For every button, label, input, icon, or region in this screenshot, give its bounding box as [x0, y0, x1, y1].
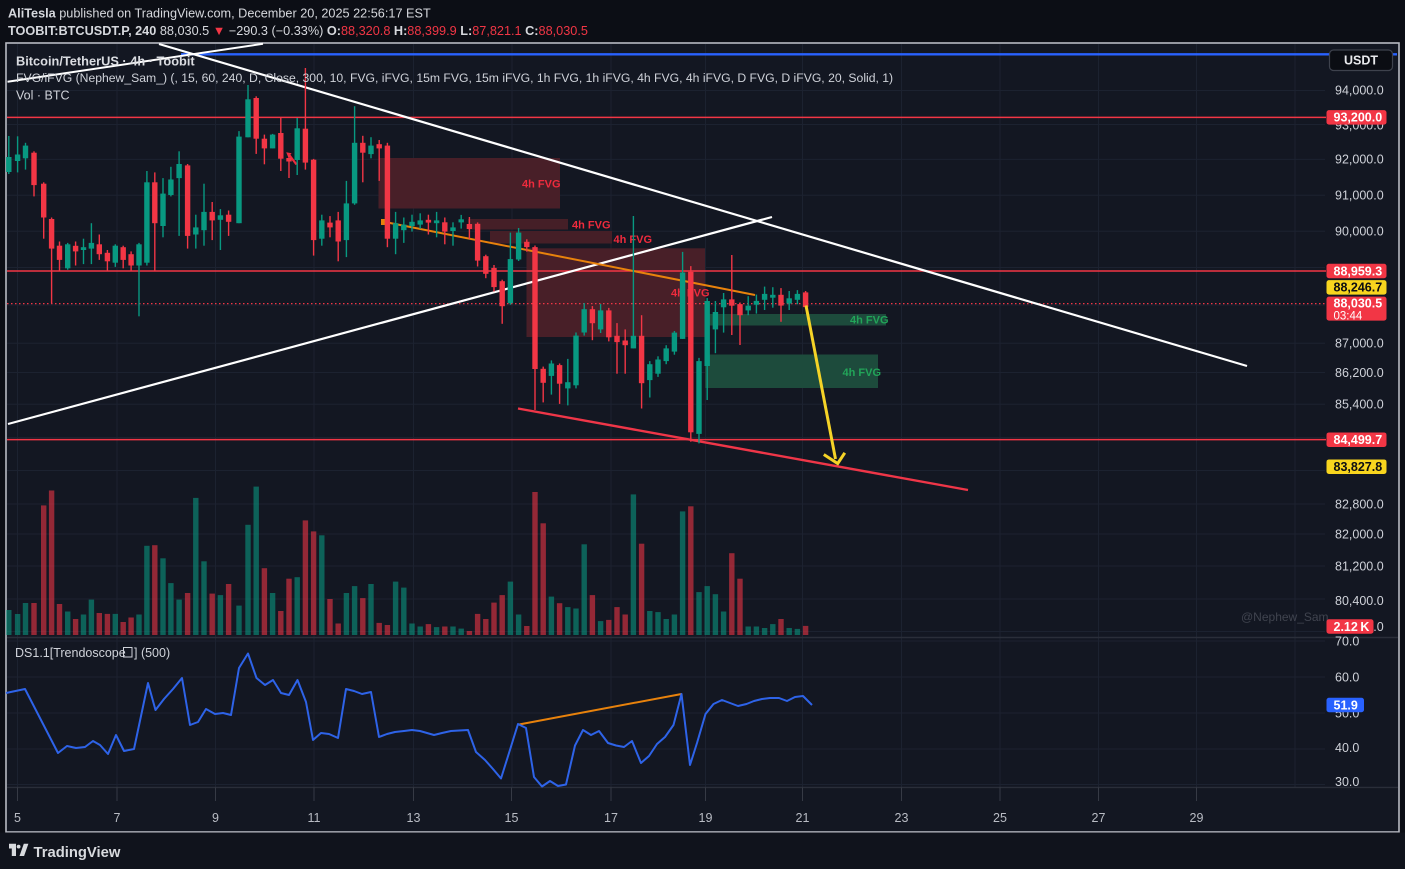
svg-text:4h FVG: 4h FVG — [572, 219, 611, 231]
svg-text:90,000.0: 90,000.0 — [1335, 225, 1384, 239]
svg-text:9: 9 — [212, 811, 219, 825]
svg-text:TradingView: TradingView — [34, 845, 121, 861]
svg-text:93,200.0: 93,200.0 — [1334, 111, 1383, 125]
svg-text:USDT: USDT — [1344, 54, 1378, 68]
svg-text:25: 25 — [993, 811, 1007, 825]
svg-text:88,246.7: 88,246.7 — [1334, 281, 1383, 295]
svg-text:92,000.0: 92,000.0 — [1335, 153, 1384, 167]
svg-text:60.0: 60.0 — [1335, 670, 1359, 684]
svg-text:80,400.0: 80,400.0 — [1335, 594, 1384, 608]
svg-text:FVG/iFVG (Nephew_Sam_) (, 15,: FVG/iFVG (Nephew_Sam_) (, 15, 60, 240, D… — [16, 71, 893, 85]
svg-text:2.12 K: 2.12 K — [1334, 620, 1370, 634]
svg-text:TOOBIT:BTCUSDT.P, 240 88,030.: TOOBIT:BTCUSDT.P, 240 88,030.5 ▼ −290.3 … — [8, 24, 588, 38]
svg-text:4h FVG: 4h FVG — [522, 179, 561, 191]
svg-text:AliTesla published on TradingV: AliTesla published on TradingView.com, D… — [8, 7, 431, 21]
svg-text:84,499.7: 84,499.7 — [1334, 433, 1383, 447]
svg-text:] (500): ] (500) — [134, 646, 170, 660]
svg-text:83,827.8: 83,827.8 — [1334, 460, 1383, 474]
svg-text:91,000.0: 91,000.0 — [1335, 189, 1384, 203]
svg-text:@Nephew_Sam_: @Nephew_Sam_ — [1241, 610, 1336, 624]
svg-text:88,030.5: 88,030.5 — [1334, 297, 1383, 311]
svg-text:17: 17 — [604, 811, 618, 825]
svg-text:40.0: 40.0 — [1335, 741, 1359, 755]
svg-text:30.0: 30.0 — [1335, 775, 1359, 789]
svg-text:94,000.0: 94,000.0 — [1335, 84, 1384, 98]
svg-text:82,800.0: 82,800.0 — [1335, 497, 1384, 511]
svg-text:86,200.0: 86,200.0 — [1335, 366, 1384, 380]
svg-text:87,000.0: 87,000.0 — [1335, 337, 1384, 351]
svg-text:82,000.0: 82,000.0 — [1335, 527, 1384, 541]
svg-text:03:44: 03:44 — [1334, 311, 1363, 323]
svg-text:4h FVG: 4h FVG — [850, 315, 889, 327]
svg-text:11: 11 — [308, 811, 321, 825]
svg-text:5: 5 — [14, 811, 21, 825]
svg-text:81,200.0: 81,200.0 — [1335, 559, 1384, 573]
svg-text:29: 29 — [1190, 811, 1204, 825]
svg-text:27: 27 — [1092, 811, 1106, 825]
svg-text:23: 23 — [895, 811, 909, 825]
svg-text:13: 13 — [407, 811, 421, 825]
svg-text:7: 7 — [114, 811, 121, 825]
svg-text:88,959.3: 88,959.3 — [1334, 264, 1383, 278]
svg-text:Bitcoin/TetherUS · 4h · Toobit: Bitcoin/TetherUS · 4h · Toobit — [16, 54, 195, 69]
svg-text:Vol · BTC: Vol · BTC — [16, 89, 70, 103]
svg-text:70.0: 70.0 — [1335, 634, 1359, 648]
svg-text:4h FVG: 4h FVG — [843, 367, 882, 379]
svg-text:19: 19 — [699, 811, 713, 825]
svg-text:51.9: 51.9 — [1334, 698, 1358, 712]
svg-text:DS1.1[Trendoscope: DS1.1[Trendoscope — [15, 646, 126, 660]
svg-text:15: 15 — [505, 811, 519, 825]
svg-text:85,400.0: 85,400.0 — [1335, 398, 1384, 412]
svg-text:21: 21 — [796, 811, 810, 825]
